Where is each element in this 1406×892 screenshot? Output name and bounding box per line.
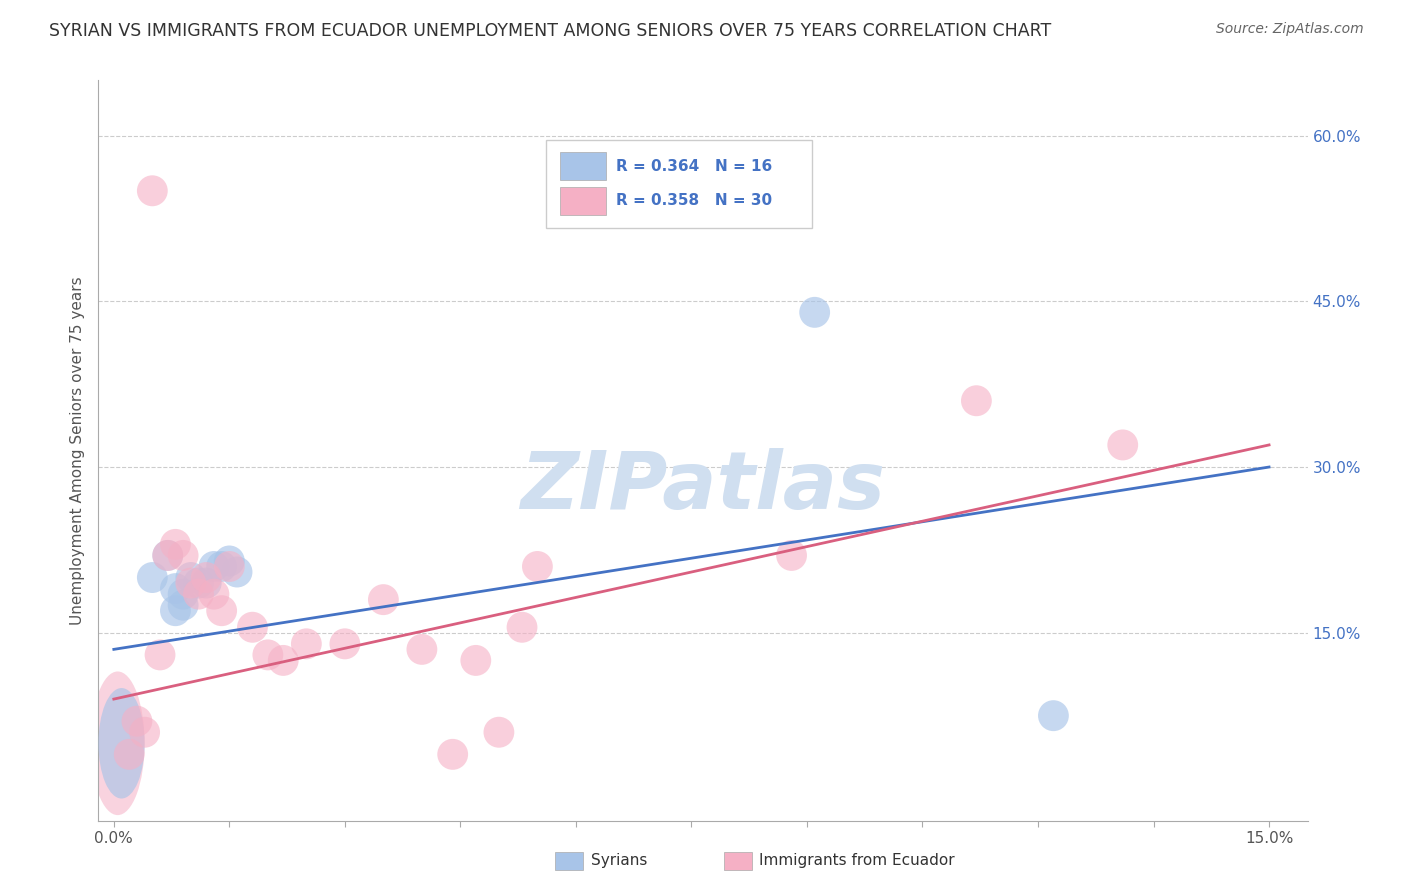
Ellipse shape (176, 562, 207, 593)
Ellipse shape (152, 540, 183, 571)
Ellipse shape (207, 551, 238, 582)
Ellipse shape (121, 706, 152, 737)
Ellipse shape (214, 546, 245, 576)
Ellipse shape (136, 176, 167, 206)
Ellipse shape (191, 567, 222, 599)
Y-axis label: Unemployment Among Seniors over 75 years: Unemployment Among Seniors over 75 years (69, 277, 84, 624)
Ellipse shape (152, 540, 183, 571)
Ellipse shape (91, 672, 145, 815)
Ellipse shape (191, 562, 222, 593)
Ellipse shape (176, 567, 207, 599)
Ellipse shape (962, 385, 991, 417)
Ellipse shape (484, 717, 515, 747)
Ellipse shape (799, 297, 830, 327)
Text: ZIPatlas: ZIPatlas (520, 449, 886, 526)
Ellipse shape (183, 567, 214, 599)
Ellipse shape (437, 739, 468, 770)
Ellipse shape (160, 574, 191, 604)
Ellipse shape (269, 645, 298, 676)
Text: R = 0.358   N = 30: R = 0.358 N = 30 (616, 194, 772, 209)
Ellipse shape (183, 579, 214, 609)
Ellipse shape (98, 688, 145, 798)
Ellipse shape (238, 612, 269, 643)
Ellipse shape (506, 612, 537, 643)
Ellipse shape (167, 590, 198, 621)
Ellipse shape (167, 579, 198, 609)
FancyBboxPatch shape (546, 139, 811, 228)
Ellipse shape (129, 717, 160, 747)
FancyBboxPatch shape (561, 187, 606, 215)
Ellipse shape (207, 595, 238, 626)
Ellipse shape (160, 595, 191, 626)
Ellipse shape (460, 645, 491, 676)
Ellipse shape (329, 628, 360, 659)
Ellipse shape (1108, 429, 1137, 460)
Ellipse shape (145, 640, 176, 671)
Ellipse shape (522, 551, 553, 582)
Ellipse shape (136, 562, 167, 593)
Ellipse shape (114, 739, 145, 770)
Ellipse shape (368, 584, 399, 615)
FancyBboxPatch shape (561, 153, 606, 180)
Ellipse shape (167, 540, 198, 571)
Ellipse shape (253, 640, 283, 671)
Ellipse shape (291, 628, 322, 659)
Ellipse shape (214, 551, 245, 582)
Ellipse shape (198, 551, 229, 582)
Ellipse shape (198, 579, 229, 609)
Text: Source: ZipAtlas.com: Source: ZipAtlas.com (1216, 22, 1364, 37)
Ellipse shape (222, 557, 253, 588)
Ellipse shape (160, 529, 191, 560)
Ellipse shape (406, 634, 437, 665)
Text: Immigrants from Ecuador: Immigrants from Ecuador (759, 854, 955, 868)
Ellipse shape (776, 540, 807, 571)
Text: Syrians: Syrians (591, 854, 647, 868)
Text: R = 0.364   N = 16: R = 0.364 N = 16 (616, 159, 772, 174)
Ellipse shape (1038, 700, 1069, 731)
Text: SYRIAN VS IMMIGRANTS FROM ECUADOR UNEMPLOYMENT AMONG SENIORS OVER 75 YEARS CORRE: SYRIAN VS IMMIGRANTS FROM ECUADOR UNEMPL… (49, 22, 1052, 40)
